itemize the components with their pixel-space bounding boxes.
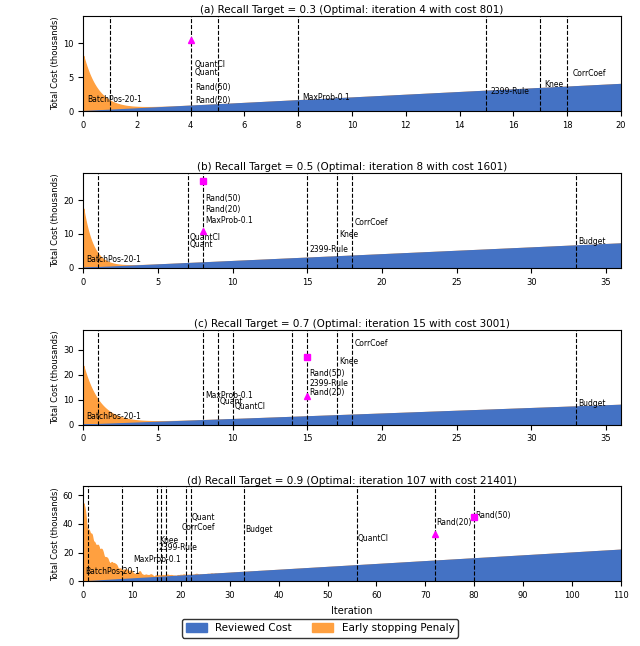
Legend: Reviewed Cost, Early stopping Penaly: Reviewed Cost, Early stopping Penaly bbox=[182, 619, 458, 638]
Text: Budget: Budget bbox=[578, 237, 605, 246]
Text: Rand(20): Rand(20) bbox=[309, 388, 345, 397]
Title: (a) Recall Target = 0.3 (Optimal: iteration 4 with cost 801): (a) Recall Target = 0.3 (Optimal: iterat… bbox=[200, 5, 504, 16]
Text: BatchPos-20-1: BatchPos-20-1 bbox=[86, 255, 141, 264]
Text: Knee: Knee bbox=[544, 79, 563, 89]
Text: MaxProb-0.1: MaxProb-0.1 bbox=[205, 391, 253, 400]
Text: QuantCI: QuantCI bbox=[195, 60, 226, 69]
Text: Budget: Budget bbox=[245, 525, 273, 534]
Text: Budget: Budget bbox=[578, 399, 605, 408]
Text: Quant: Quant bbox=[220, 397, 243, 406]
Title: (d) Recall Target = 0.9 (Optimal: iteration 107 with cost 21401): (d) Recall Target = 0.9 (Optimal: iterat… bbox=[187, 475, 517, 486]
Text: MaxProb-0.1: MaxProb-0.1 bbox=[302, 92, 350, 101]
Text: Quant: Quant bbox=[190, 240, 214, 249]
Text: BatchPos-20-1: BatchPos-20-1 bbox=[87, 95, 142, 104]
Title: (c) Recall Target = 0.7 (Optimal: iteration 15 with cost 3001): (c) Recall Target = 0.7 (Optimal: iterat… bbox=[194, 319, 510, 329]
Text: 2399-Rule: 2399-Rule bbox=[159, 543, 198, 552]
Text: 2399-Rule: 2399-Rule bbox=[309, 379, 348, 388]
Y-axis label: Total Cost (thousands): Total Cost (thousands) bbox=[51, 17, 60, 110]
Text: MaxProb-0.1: MaxProb-0.1 bbox=[205, 216, 253, 225]
Text: QuantCI: QuantCI bbox=[358, 534, 388, 543]
X-axis label: Iteration: Iteration bbox=[332, 606, 372, 616]
Text: BatchPos-20-1: BatchPos-20-1 bbox=[86, 412, 141, 421]
Text: 2399-Rule: 2399-Rule bbox=[309, 245, 348, 255]
Text: CorrCoef: CorrCoef bbox=[182, 523, 215, 532]
Text: CorrCoef: CorrCoef bbox=[354, 218, 388, 227]
Y-axis label: Total Cost (thousands): Total Cost (thousands) bbox=[51, 174, 60, 267]
Text: Knee: Knee bbox=[339, 357, 358, 366]
Text: Rand(50): Rand(50) bbox=[205, 194, 241, 203]
Y-axis label: Total Cost (thousands): Total Cost (thousands) bbox=[51, 330, 60, 424]
Text: 2399-Rule: 2399-Rule bbox=[490, 87, 529, 96]
Text: Quant: Quant bbox=[195, 68, 218, 78]
Text: QuantCI: QuantCI bbox=[190, 233, 221, 242]
Text: CorrCoef: CorrCoef bbox=[572, 69, 606, 78]
Text: Rand(50): Rand(50) bbox=[475, 510, 511, 519]
Text: Rand(20): Rand(20) bbox=[436, 517, 471, 526]
Text: CorrCoef: CorrCoef bbox=[354, 339, 388, 348]
Text: Rand(20): Rand(20) bbox=[205, 205, 240, 214]
Text: Rand(20): Rand(20) bbox=[195, 96, 230, 105]
Y-axis label: Total Cost (thousands): Total Cost (thousands) bbox=[51, 487, 60, 581]
Text: Rand(50): Rand(50) bbox=[309, 370, 345, 379]
Text: Quant: Quant bbox=[191, 514, 215, 523]
Text: Rand(50): Rand(50) bbox=[195, 83, 230, 92]
Title: (b) Recall Target = 0.5 (Optimal: iteration 8 with cost 1601): (b) Recall Target = 0.5 (Optimal: iterat… bbox=[197, 162, 507, 172]
Text: Knee: Knee bbox=[159, 536, 178, 545]
Text: QuantCI: QuantCI bbox=[235, 402, 266, 411]
Text: MaxProb-0.1: MaxProb-0.1 bbox=[133, 555, 180, 564]
Text: BatchPos-20-1: BatchPos-20-1 bbox=[86, 567, 141, 576]
Text: Knee: Knee bbox=[339, 230, 358, 239]
